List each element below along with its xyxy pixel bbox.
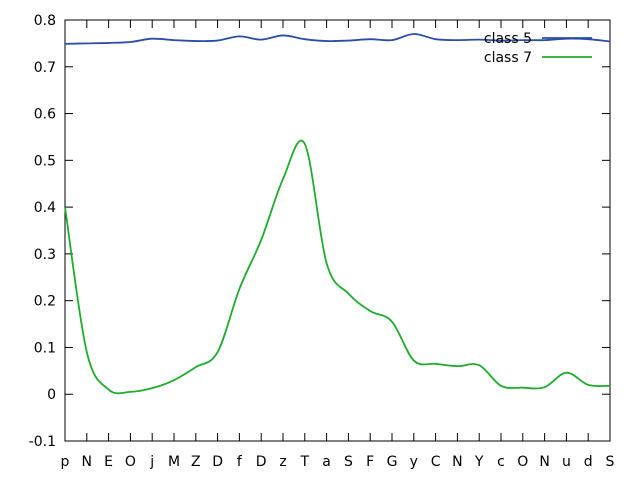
x-tick-label: a [322, 454, 331, 470]
y-tick-label: 0 [47, 387, 56, 403]
y-tick-label: 0.5 [34, 153, 56, 169]
x-tick-label: D [256, 454, 267, 470]
x-tick-label: j [149, 454, 154, 470]
series-lines [64, 33, 611, 395]
y-tick-label: 0.2 [34, 294, 56, 310]
x-tick-label: M [168, 454, 180, 470]
x-tick-label: z [279, 454, 286, 470]
x-tick-label: c [497, 454, 505, 470]
x-tick-label: D [212, 454, 223, 470]
x-tick-label: F [366, 454, 374, 470]
legend: class 5 class 7 [484, 31, 592, 66]
legend-label-1: class 5 [484, 31, 532, 47]
x-tick-label: p [61, 454, 70, 470]
x-tick-label: E [104, 454, 113, 470]
y-tick-label: 0.1 [34, 340, 56, 356]
x-tick-label: Z [191, 454, 201, 470]
x-tick-label: N [452, 454, 462, 470]
y-axis: -0.1 0 0.1 0.2 0.3 0.4 0.5 0.6 0.7 0.8 [29, 13, 610, 450]
x-tick-label: C [431, 454, 441, 470]
x-tick-label: f [237, 454, 243, 470]
x-tick-label: N [539, 454, 549, 470]
y-tick-label: 0.8 [34, 13, 56, 29]
y-tick-label: 0.3 [34, 247, 56, 263]
plot-frame [64, 19, 611, 442]
x-tick-label: O [125, 454, 136, 470]
x-tick-label: Y [474, 454, 484, 470]
x-tick-label: G [387, 454, 398, 470]
y-tick-label: -0.1 [29, 434, 56, 450]
series-line-1 [64, 33, 611, 45]
y-tick-label: 0.4 [34, 200, 56, 216]
y-tick-label: 0.7 [34, 60, 56, 76]
x-tick-label: S [344, 454, 353, 470]
x-tick-label: T [300, 454, 310, 470]
x-tick-label: O [517, 454, 528, 470]
x-tick-label: N [82, 454, 92, 470]
series-line-2 [64, 139, 611, 395]
x-tick-label: d [584, 454, 593, 470]
y-tick-label: 0.6 [34, 107, 56, 123]
legend-label-2: class 7 [484, 50, 532, 66]
x-tick-label: y [410, 454, 418, 470]
x-tick-label: u [562, 454, 571, 470]
x-tick-label: S [606, 454, 615, 470]
